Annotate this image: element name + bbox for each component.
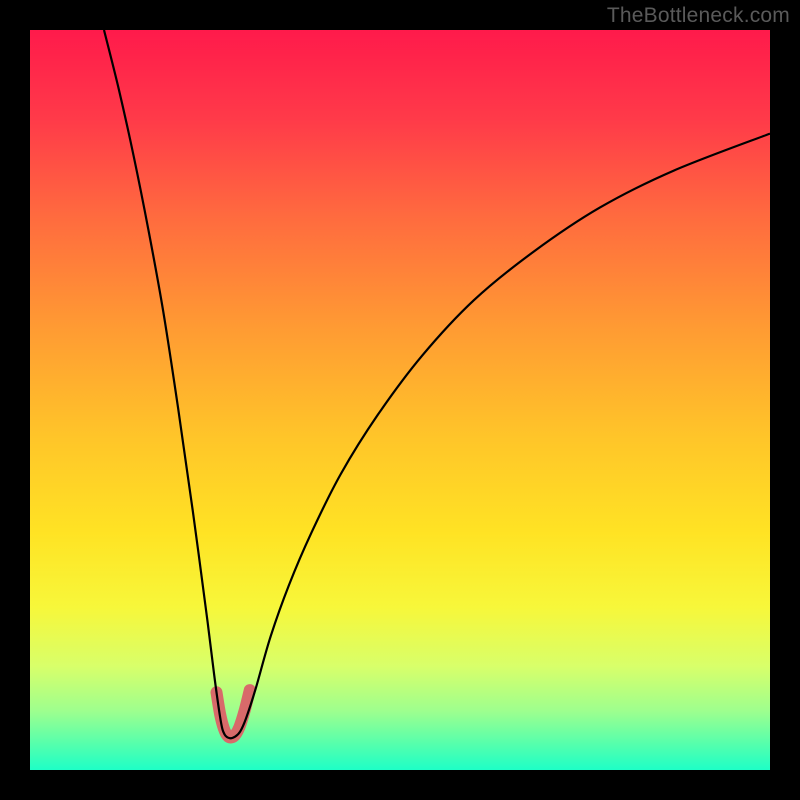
main-curve <box>104 30 770 738</box>
chart-curve-layer <box>30 30 770 770</box>
plot-area <box>30 30 770 770</box>
watermark-text: TheBottleneck.com <box>607 4 790 28</box>
valley-highlight <box>216 690 249 737</box>
